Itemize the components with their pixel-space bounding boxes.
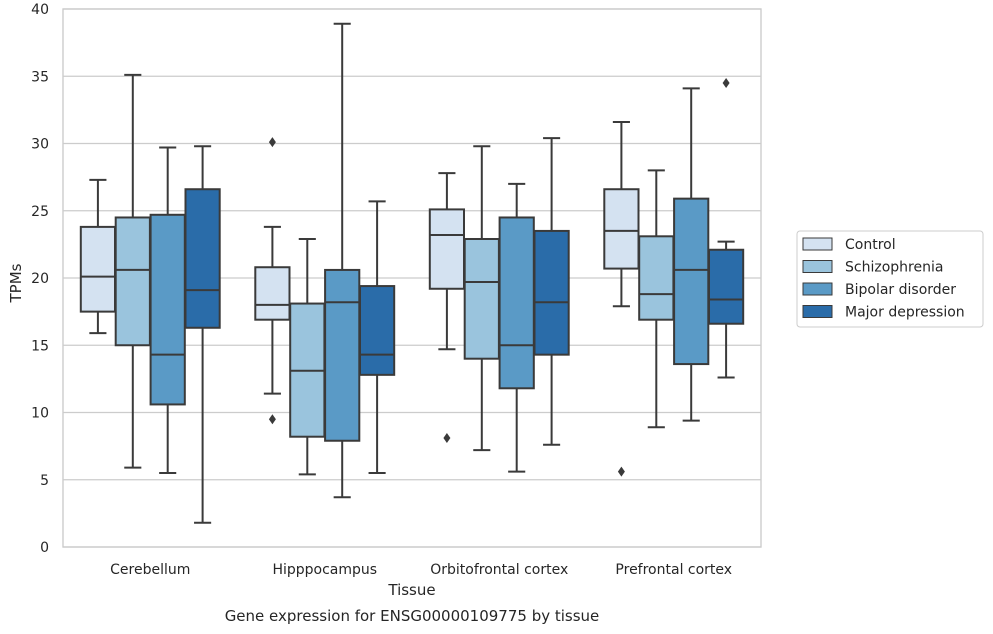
box-iqr — [707, 248, 745, 325]
legend-swatch — [802, 305, 833, 318]
y-tick-label: 35 — [31, 69, 49, 85]
box-major-depression — [184, 145, 221, 524]
x-tick-labels: Cerebellum Hipppocampus Orbitofrontal cort… — [110, 562, 732, 578]
outlier-point — [268, 414, 276, 425]
y-tick-label: 10 — [31, 406, 49, 422]
y-axis-label: TPMs — [7, 263, 25, 303]
box-control — [428, 172, 466, 444]
box-schizophrenia — [463, 145, 500, 452]
y-tick-label: 30 — [31, 137, 49, 153]
y-tick-label: 25 — [31, 204, 49, 220]
box-major-depression — [707, 77, 745, 379]
box-iqr — [114, 216, 151, 347]
y-tick-label: 5 — [40, 473, 49, 489]
box-iqr — [673, 197, 710, 366]
box-schizophrenia — [289, 237, 326, 476]
box-major-depression — [533, 137, 570, 446]
legend-label: Schizophrenia — [845, 260, 943, 276]
box-iqr — [533, 229, 570, 356]
box-schizophrenia — [114, 73, 151, 469]
outlier-point — [443, 433, 451, 444]
box-iqr — [358, 285, 396, 376]
box-iqr — [463, 237, 500, 360]
box-layer — [79, 22, 745, 524]
outlier-point — [617, 466, 625, 477]
y-tick-label: 20 — [31, 271, 49, 287]
box-iqr — [603, 188, 640, 270]
y-tick-labels: 0 5 10 15 20 25 30 35 40 — [31, 2, 49, 556]
legend-frame — [796, 230, 984, 328]
outlier-point — [268, 137, 276, 148]
x-tick-label: Hipppocampus — [272, 562, 377, 578]
outlier-point — [722, 77, 730, 88]
box-iqr — [428, 208, 466, 290]
box-iqr — [498, 216, 535, 390]
legend-label: Control — [845, 237, 896, 253]
box-iqr — [79, 225, 117, 313]
y-tick-label: 40 — [31, 2, 49, 18]
box-control — [79, 178, 117, 335]
y-tick-label: 15 — [31, 338, 49, 354]
box-control — [603, 120, 640, 477]
box-iqr — [324, 268, 361, 442]
box-iqr — [184, 188, 221, 329]
box-schizophrenia — [638, 169, 675, 429]
legend: Control Schizophrenia Bipolar disorder Majo… — [796, 230, 984, 328]
box-control — [254, 137, 291, 425]
x-tick-label: Orbitofrontal cortex — [430, 562, 568, 578]
legend-swatch — [802, 260, 833, 273]
y-tick-label: 0 — [40, 540, 49, 556]
box-iqr — [638, 235, 675, 321]
legend-swatch — [802, 282, 833, 296]
box-major-depression — [358, 200, 396, 475]
plot-frame — [62, 8, 762, 548]
box-bipolar-disorder — [149, 146, 186, 475]
box-iqr — [149, 213, 186, 406]
box-bipolar-disorder — [673, 87, 710, 422]
box-iqr — [254, 266, 291, 321]
figure-caption: Gene expression for ENSG00000109775 by t… — [225, 607, 600, 625]
x-tick-label: Cerebellum — [110, 562, 190, 578]
legend-label: Major depression — [845, 305, 965, 321]
box-bipolar-disorder — [498, 182, 535, 473]
legend-label: Bipolar disorder — [845, 282, 956, 298]
x-axis-label: Tissue — [387, 581, 435, 599]
legend-swatch — [802, 237, 833, 251]
x-tick-label: Prefrontal cortex — [615, 562, 732, 578]
box-bipolar-disorder — [324, 22, 361, 499]
